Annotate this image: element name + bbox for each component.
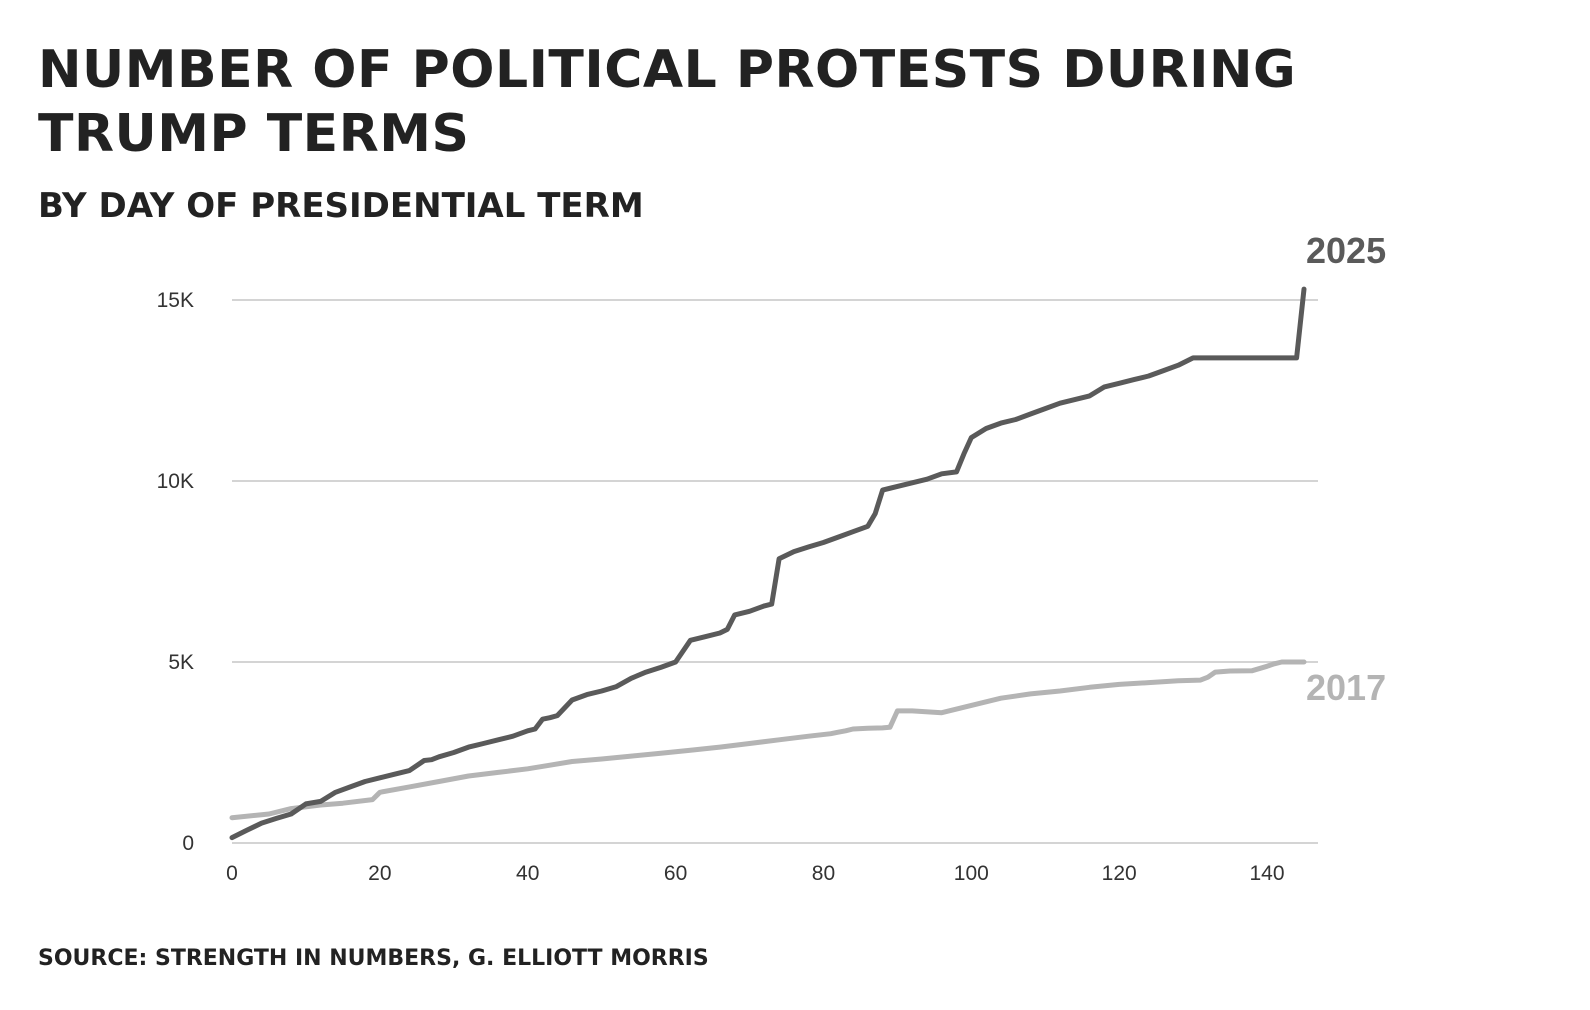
y-tick-label: 10K	[157, 470, 194, 493]
y-tick-label: 5K	[168, 651, 194, 674]
series-lines	[229, 286, 1307, 841]
series-labels: 2025 2017	[1306, 230, 1386, 708]
y-axis-ticks: 0 5K 10K 15K	[157, 289, 194, 855]
x-tick-label: 20	[368, 862, 391, 885]
grid-lines	[232, 299, 1318, 844]
x-tick-label: 60	[664, 862, 687, 885]
x-tick-label: 80	[812, 862, 835, 885]
x-tick-label: 0	[226, 862, 238, 885]
x-tick-label: 100	[954, 862, 989, 885]
series-label-2017: 2017	[1306, 667, 1386, 708]
chart-subtitle: BY DAY OF PRESIDENTIAL TERM	[38, 186, 644, 226]
series-label-2025: 2025	[1306, 230, 1386, 271]
x-tick-label: 40	[516, 862, 539, 885]
x-axis-ticks: 0 20 40 60 80 100 120 140	[226, 862, 1284, 885]
y-tick-label: 15K	[157, 289, 194, 312]
series-line-2017	[229, 659, 1307, 821]
x-tick-label: 140	[1250, 862, 1285, 885]
y-tick-label: 0	[182, 832, 194, 855]
x-tick-label: 120	[1102, 862, 1137, 885]
series-line-2025	[229, 286, 1307, 841]
chart-title: NUMBER OF POLITICAL PROTESTS DURING TRUM…	[38, 40, 1297, 164]
source-note: SOURCE: STRENGTH IN NUMBERS, G. ELLIOTT …	[38, 946, 709, 971]
